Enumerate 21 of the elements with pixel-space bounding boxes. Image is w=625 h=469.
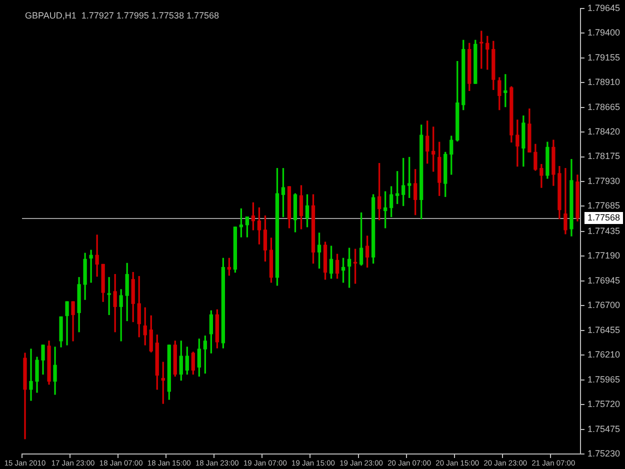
y-tick-label: 1.75230 [587, 448, 620, 458]
ref-line-label: 1.77568 [587, 212, 620, 223]
y-tick-label: 1.76945 [587, 275, 620, 286]
y-tick-label: 1.79400 [587, 28, 620, 38]
y-tick-label: 1.78175 [587, 151, 620, 162]
y-tick-label: 1.78420 [587, 126, 620, 137]
y-tick-label: 1.77930 [587, 176, 620, 186]
y-tick-label: 1.76700 [587, 300, 620, 310]
y-tick-label: 1.79155 [587, 52, 620, 62]
y-tick-label: 1.75720 [587, 399, 620, 410]
y-tick-label: 1.79645 [587, 2, 620, 13]
y-tick-label: 1.77435 [587, 226, 620, 236]
y-tick-label: 1.77190 [587, 250, 620, 261]
chart-title: GBPAUD,H1 1.77927 1.77995 1.77538 1.77568 [25, 10, 219, 20]
y-tick-label: 1.76455 [587, 324, 620, 335]
y-tick-label: 1.78665 [587, 102, 620, 112]
y-tick-label: 1.78910 [587, 77, 620, 88]
y-tick-label: 1.76210 [587, 350, 620, 360]
y-tick-label: 1.75475 [587, 424, 620, 434]
y-tick-label: 1.75965 [587, 374, 620, 384]
y-tick-label: 1.77685 [587, 200, 620, 211]
